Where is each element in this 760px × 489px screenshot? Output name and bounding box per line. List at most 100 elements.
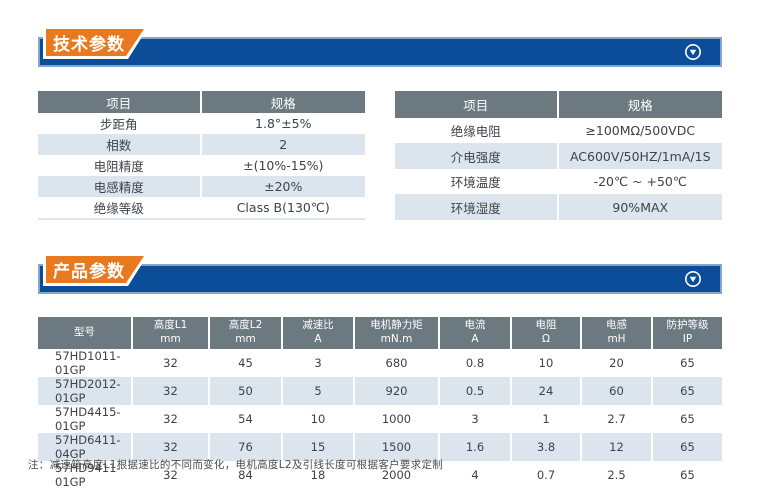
cell-value: 65 bbox=[653, 433, 722, 461]
cell-value: 5 bbox=[283, 377, 355, 405]
cell-value: 2.5 bbox=[582, 461, 653, 489]
cell-value: 20 bbox=[582, 349, 653, 377]
section-header-product: 产品参数 bbox=[38, 264, 722, 294]
cell-model: 57HD9411-01GP bbox=[38, 461, 133, 489]
section-title-product: 产品参数 bbox=[53, 262, 125, 282]
table-row: 步距角 1.8°±5% bbox=[38, 113, 365, 134]
cell-model: 57HD1011-01GP bbox=[38, 349, 133, 377]
table-header-row: 项目 规格 bbox=[395, 91, 722, 118]
col-header-inductance: 电感 mH bbox=[582, 317, 653, 349]
cell-value: 65 bbox=[653, 349, 722, 377]
col-header-protection: 防护等级 IP bbox=[653, 317, 722, 349]
spec-item: 环境湿度 bbox=[395, 194, 559, 220]
table-row: 绝缘等级 Class B(130℃) bbox=[38, 197, 365, 218]
col-header-static-torque: 电机静力矩 mN.m bbox=[355, 317, 440, 349]
table-row: 电感精度 ±20% bbox=[38, 176, 365, 197]
cell-value: 0.7 bbox=[512, 461, 582, 489]
table-row: 相数 2 bbox=[38, 134, 365, 155]
col-header-resistance: 电阻 Ω bbox=[512, 317, 582, 349]
cell-value: 12 bbox=[582, 433, 653, 461]
cell-value: 3 bbox=[283, 349, 355, 377]
cell-value: 3.8 bbox=[512, 433, 582, 461]
spec-item: 环境温度 bbox=[395, 168, 559, 195]
cell-value: 32 bbox=[133, 461, 210, 489]
cell-value: 4 bbox=[440, 461, 512, 489]
cell-value: 1500 bbox=[355, 433, 440, 461]
col-header-current: 电流 A bbox=[440, 317, 512, 349]
col-header-item: 项目 bbox=[395, 91, 559, 118]
table-row: 绝缘电阻 ≥100MΩ/500VDC bbox=[395, 117, 722, 144]
cell-value: 45 bbox=[210, 349, 283, 377]
table-row: 57HD2012-01GP 32 50 5 920 0.5 24 60 65 bbox=[38, 377, 722, 405]
cell-value: 1.6 bbox=[440, 433, 512, 461]
table-row: 介电强度 AC600V/50HZ/1mA/1S bbox=[395, 143, 722, 169]
col-header-height-l2: 高度L2 mm bbox=[210, 317, 283, 349]
table-row: 环境湿度 90%MAX bbox=[395, 194, 722, 220]
spec-value: ±(10%-15%) bbox=[201, 155, 365, 176]
cell-value: 32 bbox=[133, 405, 210, 433]
table-row: 电阻精度 ±(10%-15%) bbox=[38, 155, 365, 176]
collapse-toggle-button-product[interactable] bbox=[684, 270, 702, 288]
spec-item: 介电强度 bbox=[395, 143, 559, 169]
spec-item: 绝缘等级 bbox=[38, 197, 202, 218]
cell-value: 2.7 bbox=[582, 405, 653, 433]
cell-value: 65 bbox=[653, 405, 722, 433]
spec-value: 1.8°±5% bbox=[201, 113, 365, 134]
cell-value: 920 bbox=[355, 377, 440, 405]
spec-item: 电感精度 bbox=[38, 176, 202, 197]
circle-down-arrow-icon bbox=[685, 271, 701, 287]
cell-model: 57HD2012-01GP bbox=[38, 377, 133, 405]
section-tag-product-inner: 产品参数 bbox=[46, 256, 144, 283]
section-title-tech: 技术参数 bbox=[53, 35, 125, 55]
spec-value: 2 bbox=[201, 134, 365, 155]
col-header-height-l1: 高度L1 mm bbox=[133, 317, 210, 349]
cell-value: 65 bbox=[653, 377, 722, 405]
spec-value: ±20% bbox=[201, 176, 365, 197]
cell-value: 54 bbox=[210, 405, 283, 433]
table-row: 57HD1011-01GP 32 45 3 680 0.8 10 20 65 bbox=[38, 349, 722, 377]
cell-value: 3 bbox=[440, 405, 512, 433]
tech-table-right: 项目 规格 绝缘电阻 ≥100MΩ/500VDC 介电强度 AC600V/50H… bbox=[395, 91, 722, 220]
cell-value: 1 bbox=[512, 405, 582, 433]
cell-value: 10 bbox=[283, 405, 355, 433]
footnote: 注：减速箱高度L1根据速比的不同而变化，电机高度L2及引线长度可根据客户要求定制 bbox=[28, 459, 444, 471]
table-row: 环境温度 -20℃ ~ +50℃ bbox=[395, 168, 722, 195]
cell-model: 57HD6411-04GP bbox=[38, 433, 133, 461]
section-tag-tech-inner: 技术参数 bbox=[46, 29, 144, 56]
table-header-row: 型号 高度L1 mm 高度L2 mm 减速比 A 电机静力矩 mN.m 电流 A 电阻 Ω … bbox=[38, 317, 722, 349]
section-tag-tech: 技术参数 bbox=[43, 29, 147, 59]
product-table: 型号 高度L1 mm 高度L2 mm 减速比 A 电机静力矩 mN.m 电流 A 电阻 Ω … bbox=[38, 317, 722, 489]
cell-value: 32 bbox=[133, 349, 210, 377]
cell-model: 57HD4415-01GP bbox=[38, 405, 133, 433]
spec-value: Class B(130℃) bbox=[201, 197, 365, 218]
col-header-model: 型号 bbox=[38, 317, 133, 349]
section-tag-product: 产品参数 bbox=[43, 256, 147, 286]
cell-value: 0.5 bbox=[440, 377, 512, 405]
table-header-row: 项目 规格 bbox=[38, 91, 365, 113]
col-header-spec: 规格 bbox=[558, 91, 722, 118]
table-row: 57HD4415-01GP 32 54 10 1000 3 1 2.7 65 bbox=[38, 405, 722, 433]
section-header-tech: 技术参数 bbox=[38, 37, 722, 67]
spec-item: 步距角 bbox=[38, 113, 202, 134]
col-header-gear-ratio: 减速比 A bbox=[283, 317, 355, 349]
cell-value: 32 bbox=[133, 433, 210, 461]
cell-value: 10 bbox=[512, 349, 582, 377]
table-row: 57HD9411-01GP 32 84 18 2000 4 0.7 2.5 65 bbox=[38, 461, 722, 489]
cell-value: 50 bbox=[210, 377, 283, 405]
product-table-wrap: 型号 高度L1 mm 高度L2 mm 减速比 A 电机静力矩 mN.m 电流 A 电阻 Ω … bbox=[38, 317, 722, 489]
table-row: 57HD6411-04GP 32 76 15 1500 1.6 3.8 12 6… bbox=[38, 433, 722, 461]
cell-value: 2000 bbox=[355, 461, 440, 489]
cell-value: 65 bbox=[653, 461, 722, 489]
cell-value: 680 bbox=[355, 349, 440, 377]
tech-tables-row: 项目 规格 步距角 1.8°±5% 相数 2 电阻精度 ±(10%-15%) 电… bbox=[38, 91, 722, 220]
cell-value: 1000 bbox=[355, 405, 440, 433]
cell-value: 84 bbox=[210, 461, 283, 489]
cell-value: 0.8 bbox=[440, 349, 512, 377]
spec-value: 90%MAX bbox=[558, 194, 722, 220]
collapse-toggle-button-tech[interactable] bbox=[684, 43, 702, 61]
spec-item: 绝缘电阻 bbox=[395, 117, 559, 144]
spec-item: 相数 bbox=[38, 134, 202, 155]
col-header-item: 项目 bbox=[38, 91, 202, 113]
cell-value: 15 bbox=[283, 433, 355, 461]
